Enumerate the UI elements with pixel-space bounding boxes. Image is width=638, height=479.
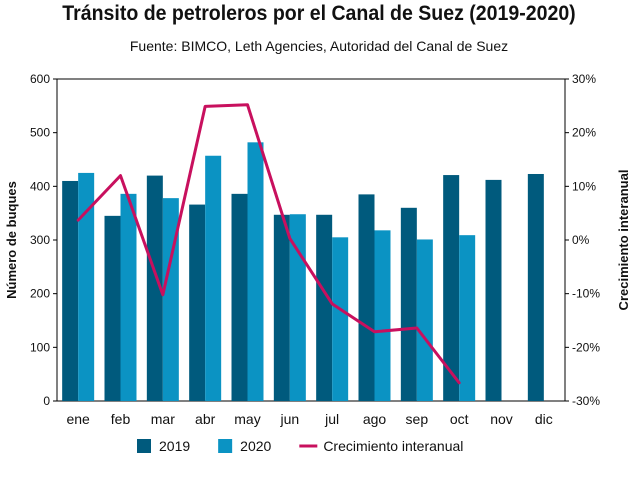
- y2-tick-label: -10%: [572, 287, 600, 301]
- bar-2020-jul: [332, 237, 349, 401]
- x-tick-label: nov: [490, 411, 513, 427]
- bar-2020-jun: [289, 214, 306, 401]
- y2-tick-label: -20%: [572, 340, 600, 354]
- y2-tick-label: 10%: [572, 179, 596, 193]
- bar-2020-mar: [162, 198, 179, 401]
- y2-axis-title: Crecimiento interanual: [616, 170, 631, 311]
- bar-2020-feb: [120, 193, 137, 401]
- y2-tick-label: 30%: [572, 72, 596, 86]
- chart-title: Tránsito de petroleros por el Canal de S…: [62, 2, 576, 25]
- category-labels: ene feb mar abr may jun jul ago sep oct nov dic: [66, 411, 552, 427]
- x-tick-label: sep: [406, 411, 429, 427]
- legend-label: Crecimiento interanual: [323, 438, 463, 454]
- x-tick-label: jun: [279, 411, 299, 427]
- x-tick-label: jul: [324, 411, 339, 427]
- bar-2019-jul: [316, 214, 333, 401]
- x-tick-label: ene: [66, 411, 90, 427]
- x-tick-label: may: [234, 411, 260, 427]
- legend-swatch-2019: [137, 439, 151, 453]
- y-tick-label: 200: [30, 287, 50, 301]
- y2-tick-label: 20%: [572, 126, 596, 140]
- x-tick-label: mar: [151, 411, 175, 427]
- y-axis-title: Número de buques: [4, 181, 19, 299]
- bar-2019-ene: [62, 180, 79, 401]
- y2-tick-label: 0%: [572, 233, 590, 247]
- bar-2020-may: [247, 142, 264, 401]
- bar-2019-feb: [104, 215, 121, 401]
- bar-2020-sep: [416, 239, 433, 401]
- growth-line-layer: [76, 103, 461, 385]
- left-axis-ticks: 0 100 200 300 400 500 600: [30, 72, 57, 408]
- x-tick-label: feb: [111, 411, 131, 427]
- bar-2020-ene: [78, 172, 95, 401]
- bar-2019-oct: [443, 175, 460, 401]
- bar-2019-mar: [146, 175, 163, 401]
- chart-subtitle: Fuente: BIMCO, Leth Agencies, Autoridad …: [129, 38, 509, 54]
- y-tick-label: 600: [30, 72, 50, 86]
- bar-2019-jun: [273, 214, 290, 401]
- bar-2019-may: [231, 193, 248, 401]
- bars: [62, 142, 544, 401]
- y2-tick-label: -30%: [572, 394, 600, 408]
- legend-swatch-2020: [218, 439, 233, 453]
- legend: 2019 2020 Crecimiento interanual: [137, 438, 463, 454]
- bar-2020-abr: [205, 155, 222, 401]
- legend-label: 2020: [240, 438, 271, 454]
- bar-2019-ago: [358, 194, 375, 401]
- bar-2019-dic: [527, 173, 544, 401]
- y-tick-label: 500: [30, 126, 50, 140]
- bar-2020-ago: [374, 230, 391, 401]
- x-tick-label: ago: [363, 411, 387, 427]
- y-tick-label: 0: [43, 394, 50, 408]
- x-tick-label: oct: [450, 411, 469, 427]
- x-tick-label: abr: [195, 411, 216, 427]
- bar-2019-nov: [485, 179, 502, 401]
- right-axis-ticks: -30% -20% -10% 0% 10% 20% 30%: [565, 72, 600, 408]
- y-tick-label: 300: [30, 233, 50, 247]
- x-tick-label: dic: [535, 411, 553, 427]
- bar-2019-sep: [400, 207, 417, 401]
- y-tick-label: 100: [30, 340, 50, 354]
- growth-line: [76, 103, 461, 385]
- legend-label: 2019: [159, 438, 190, 454]
- bar-2019-abr: [189, 204, 206, 401]
- y-tick-label: 400: [30, 179, 50, 193]
- bar-2020-oct: [459, 235, 476, 401]
